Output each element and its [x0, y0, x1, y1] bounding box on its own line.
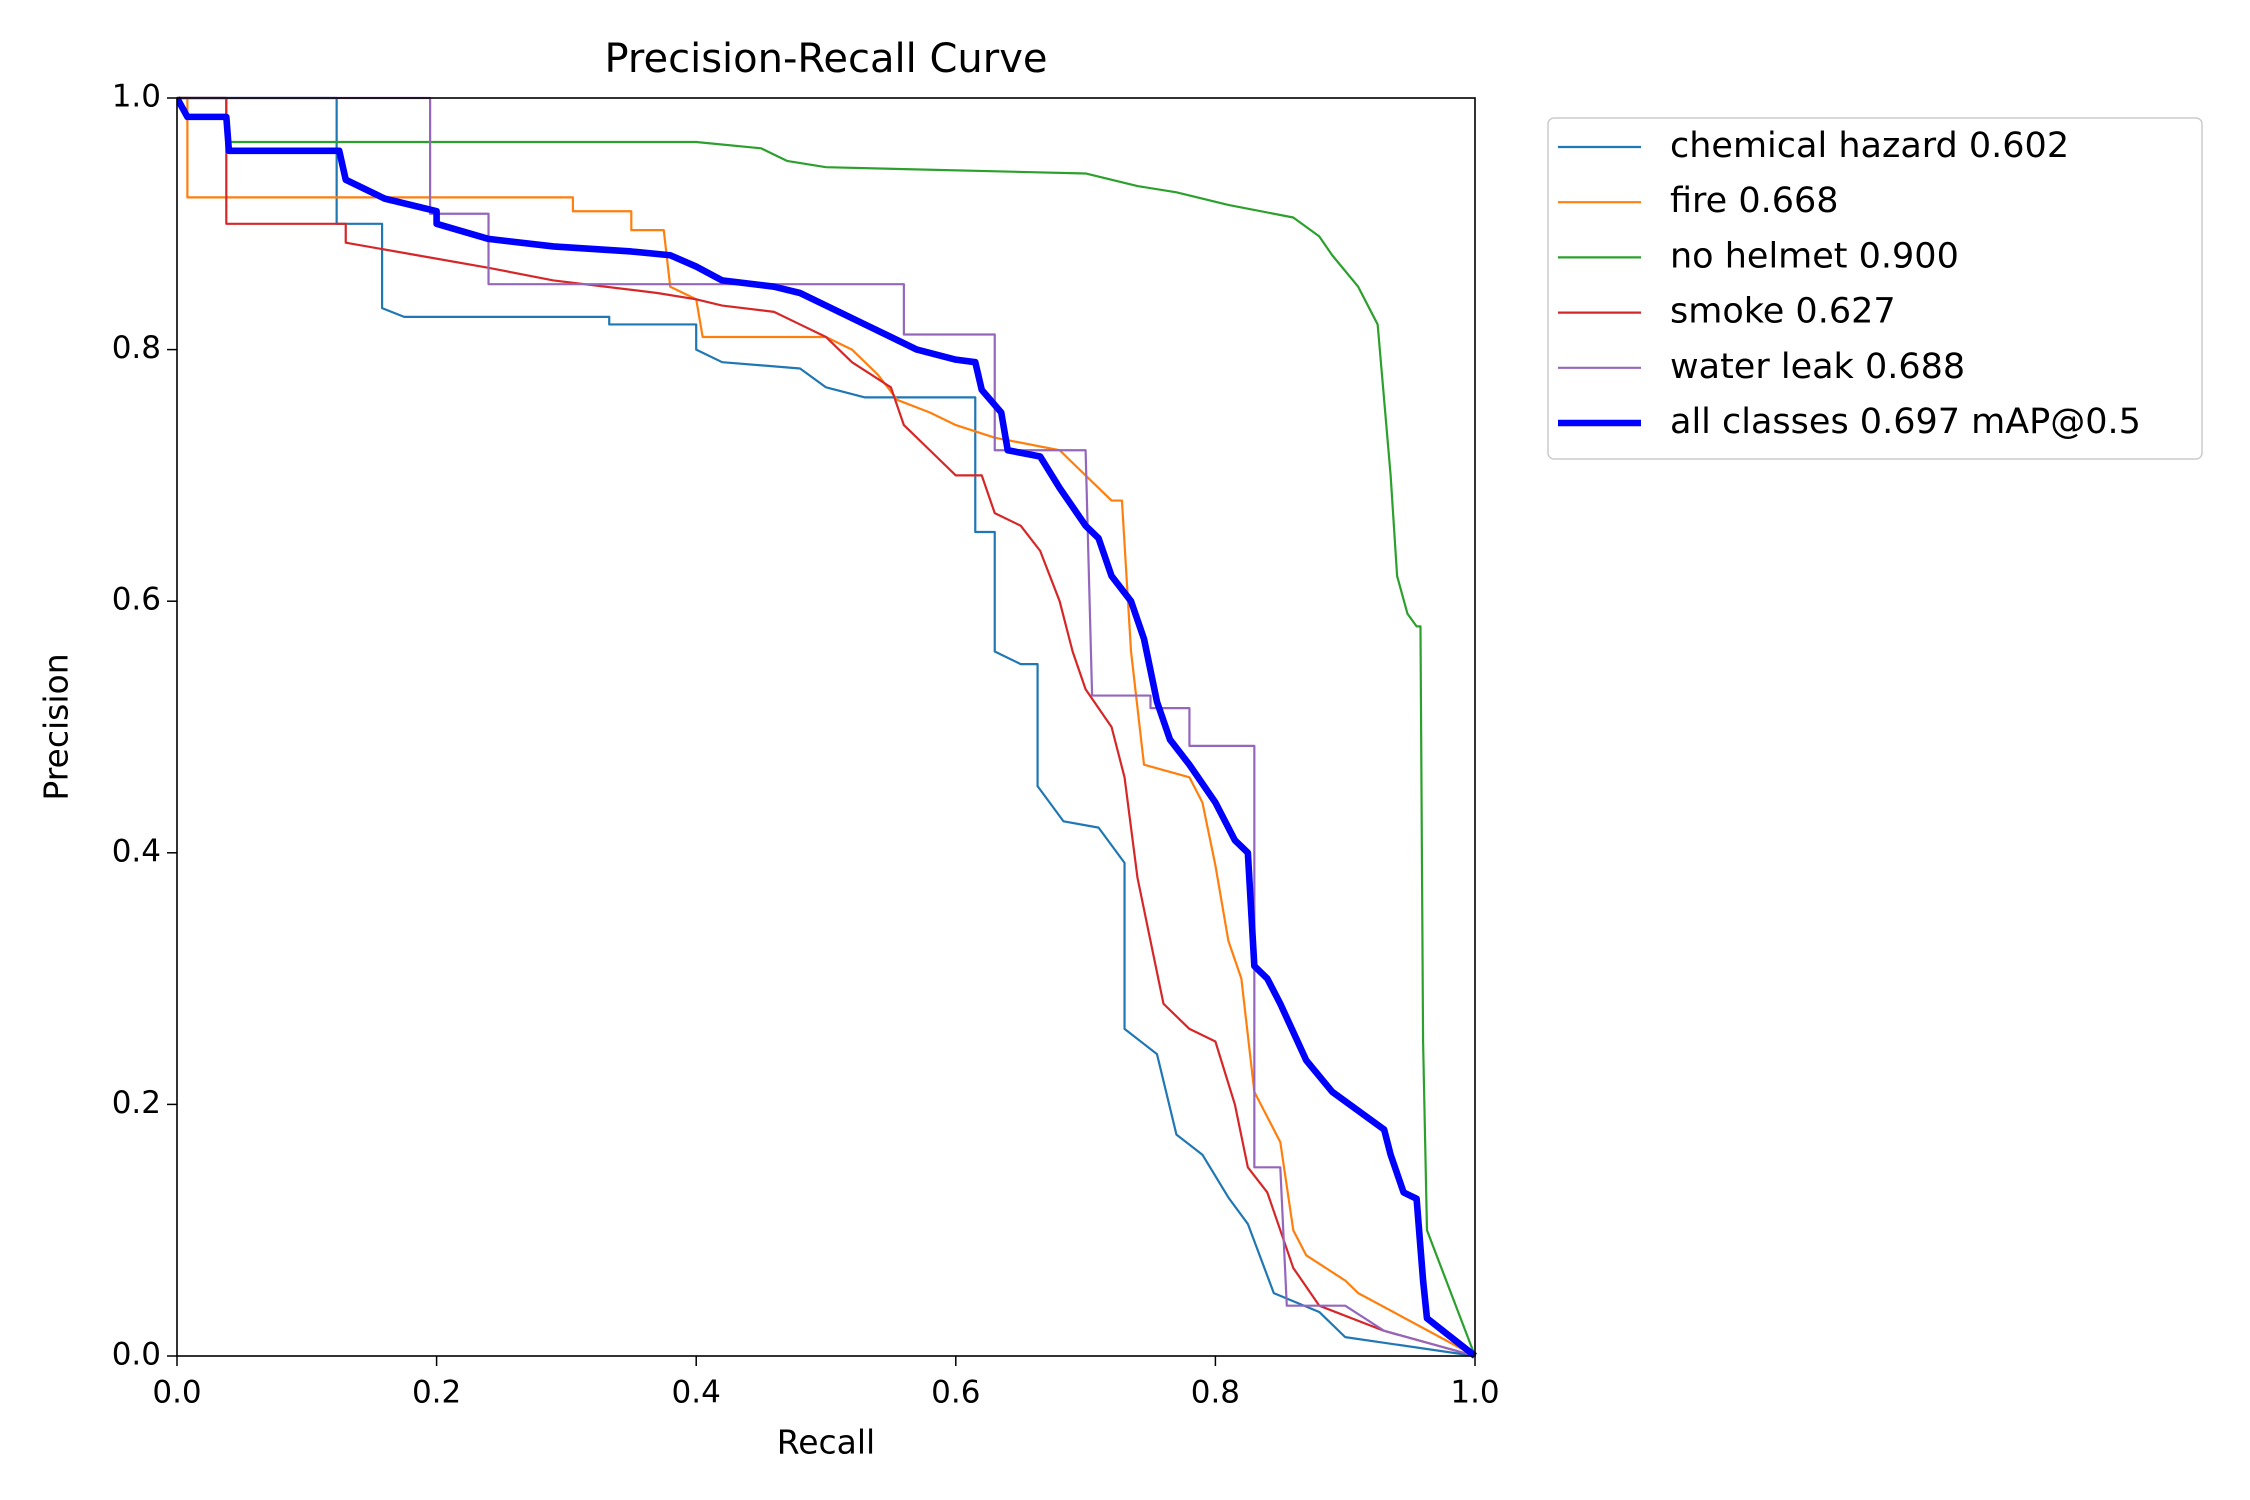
legend-label: all classes 0.697 mAP@0.5 — [1670, 402, 2141, 442]
legend-label: fire 0.668 — [1670, 181, 1839, 221]
x-tick-label: 0.6 — [931, 1375, 980, 1411]
pr-curve — [177, 96, 1476, 1358]
x-tick-label: 0.0 — [152, 1375, 201, 1411]
pr-curve — [177, 96, 1477, 1357]
y-tick-label: 0.2 — [112, 1085, 161, 1121]
y-tick-label: 0.8 — [112, 330, 161, 366]
x-tick-label: 1.0 — [1450, 1375, 1499, 1411]
pr-curve — [177, 96, 1476, 1358]
y-tick-label: 1.0 — [112, 79, 161, 115]
y-tick-label: 0.4 — [112, 833, 161, 869]
y-axis-label: Precision — [37, 653, 76, 800]
legend-label: water leak 0.688 — [1670, 347, 1965, 387]
pr-curve — [177, 96, 1476, 1357]
pr-curve — [177, 96, 1478, 1359]
legend-label: no helmet 0.900 — [1670, 236, 1959, 276]
legend-box — [1547, 117, 2203, 460]
y-tick-label: 0.0 — [112, 1337, 161, 1373]
chart-title: Precision-Recall Curve — [605, 36, 1048, 82]
y-tick-label: 0.6 — [112, 582, 161, 618]
x-axis-label: Recall — [777, 1423, 875, 1462]
x-tick-label: 0.8 — [1191, 1375, 1240, 1411]
legend-label: chemical hazard 0.602 — [1670, 126, 2069, 166]
plot-frame — [176, 97, 1476, 1357]
x-tick-label: 0.4 — [672, 1375, 721, 1411]
legend-label: smoke 0.627 — [1670, 292, 1896, 332]
pr-curve — [177, 96, 1476, 1358]
x-tick-label: 0.2 — [412, 1375, 461, 1411]
